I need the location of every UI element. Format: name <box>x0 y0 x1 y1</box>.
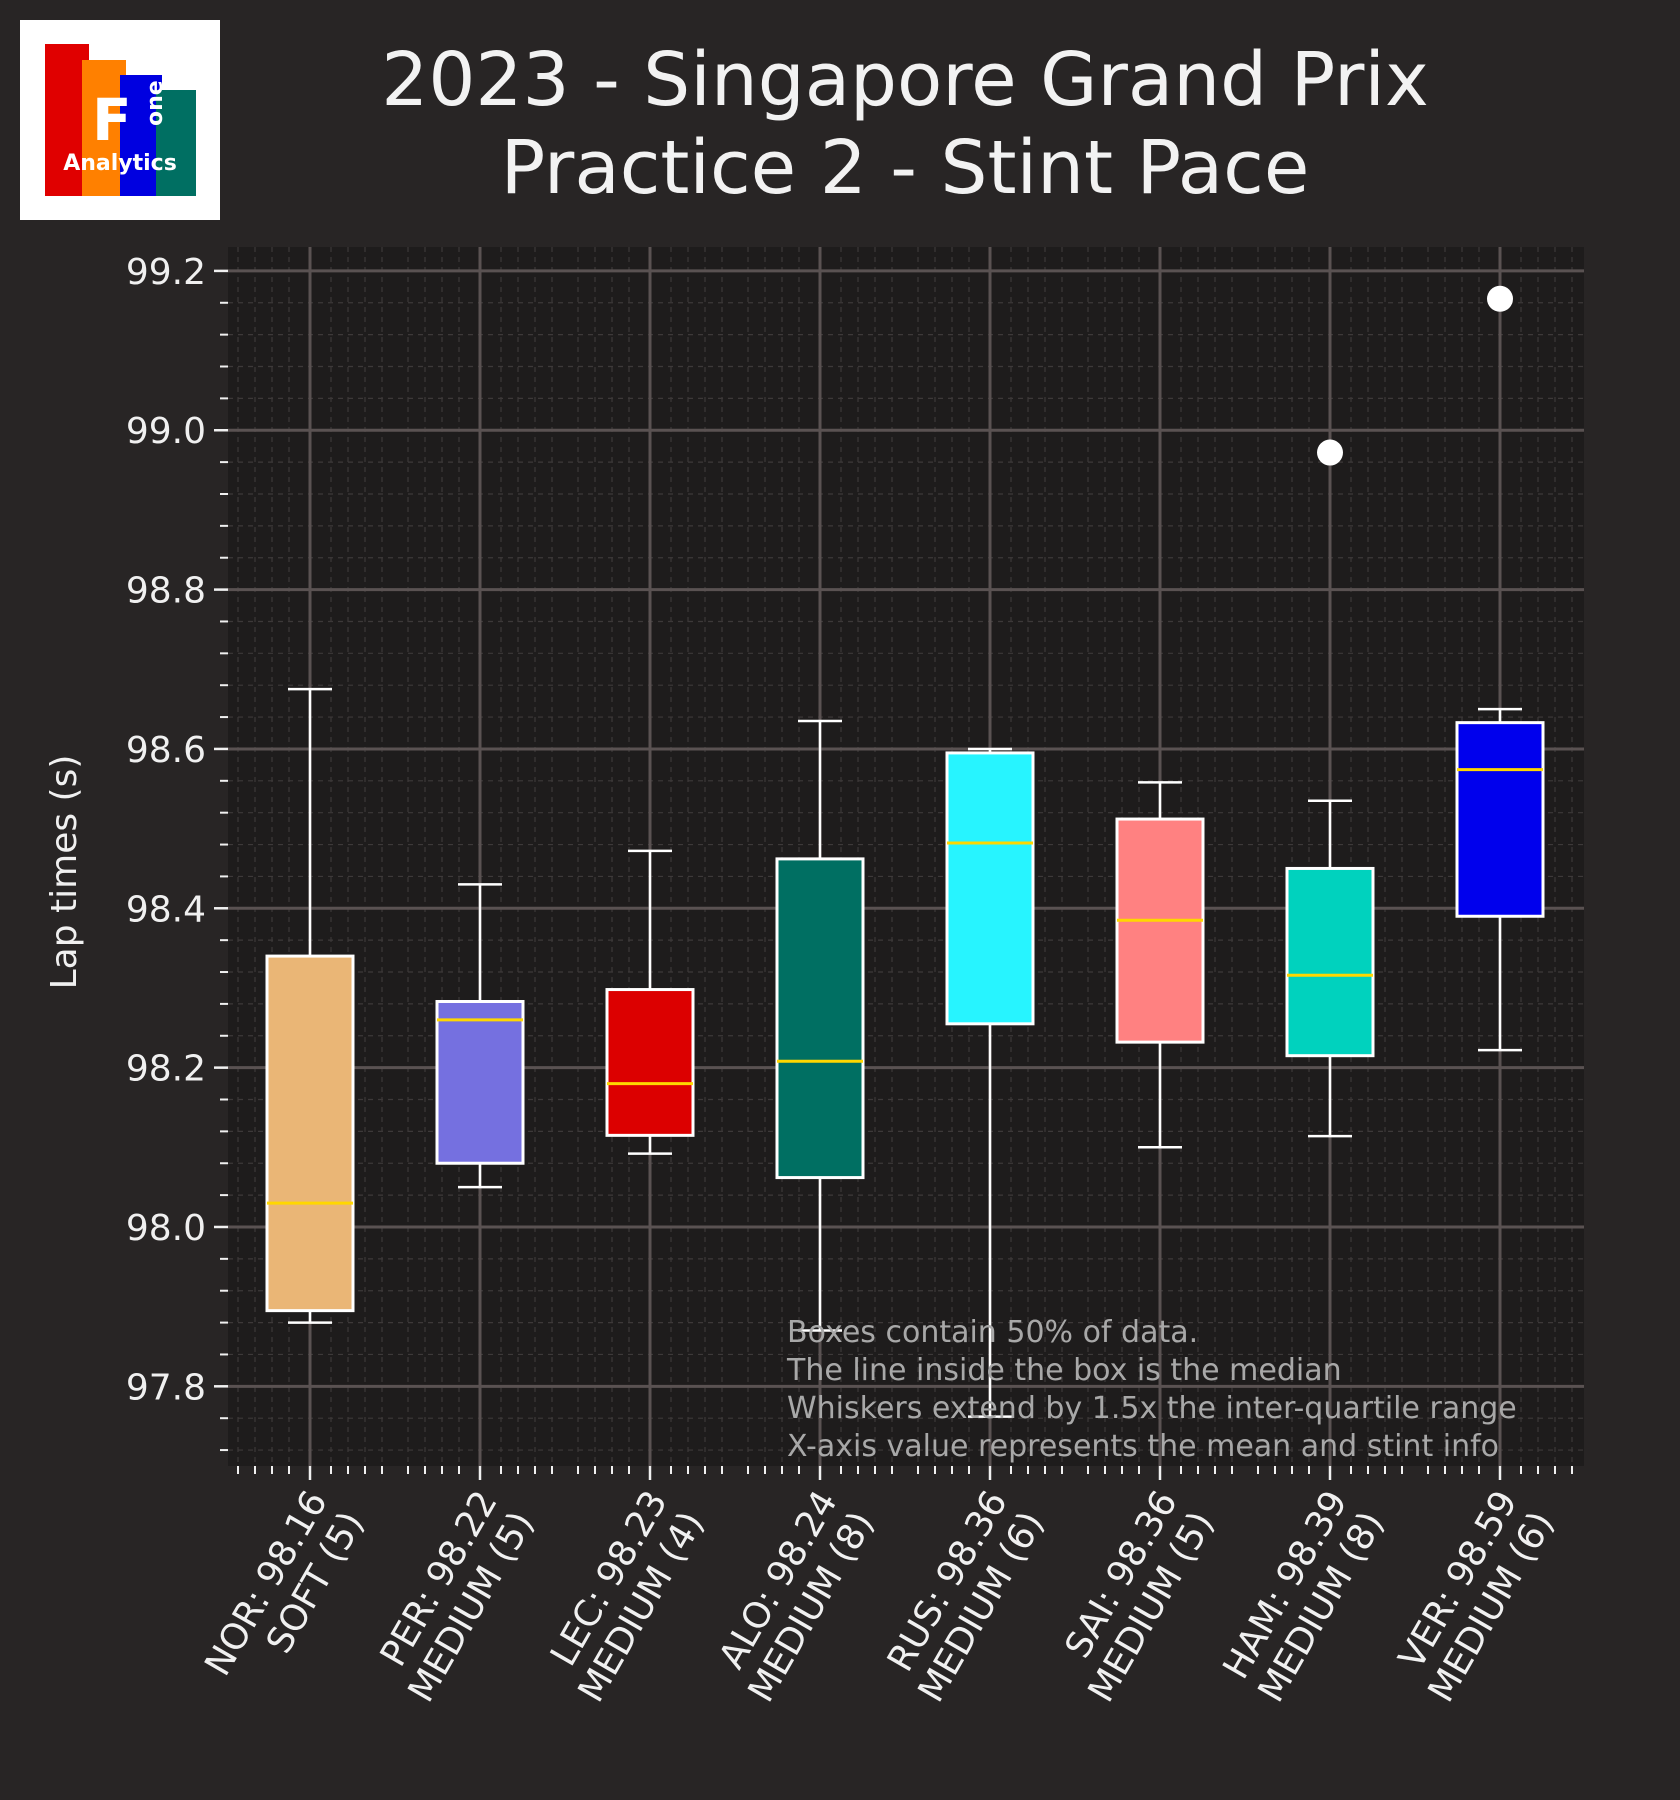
note-line-2: The line inside the box is the median <box>786 1353 1342 1388</box>
box <box>775 857 865 1180</box>
y-tick-label: 98.8 <box>126 571 206 612</box>
box-group <box>775 719 865 1332</box>
logo-brand: Analytics <box>63 151 177 176</box>
note-line-3: Whiskers extend by 1.5x the inter-quarti… <box>787 1391 1517 1426</box>
box <box>605 988 695 1137</box>
logo-word: one <box>143 80 168 126</box>
title-line-2: Practice 2 - Stint Pace <box>500 125 1310 211</box>
box <box>435 1000 525 1165</box>
box-group <box>265 687 355 1324</box>
box-group <box>1455 285 1545 1052</box>
logo-letter: F <box>92 86 132 154</box>
logo-graphic: F one Analytics <box>45 44 196 196</box>
y-tick-label: 99.2 <box>126 252 206 293</box>
title-line-1: 2023 - Singapore Grand Prix <box>381 37 1429 123</box>
outlier-point <box>1317 439 1343 466</box>
major-grid <box>228 247 1584 1466</box>
box <box>945 751 1035 1026</box>
y-tick-label: 98.4 <box>126 889 206 930</box>
box <box>1455 721 1545 918</box>
box-group <box>1115 781 1205 1149</box>
y-tick-label: 98.6 <box>126 730 206 771</box>
box <box>1285 866 1375 1058</box>
box <box>265 954 355 1313</box>
boxes <box>265 285 1545 1418</box>
note-line-1: Boxes contain 50% of data. <box>787 1315 1198 1350</box>
box-group <box>945 747 1035 1418</box>
notes: Boxes contain 50% of data. The line insi… <box>786 1315 1517 1464</box>
y-tick-label: 98.0 <box>126 1208 206 1249</box>
box-group <box>435 883 525 1189</box>
logo: F one Analytics <box>20 20 220 220</box>
y-tick-label: 97.8 <box>126 1367 206 1408</box>
box <box>1115 817 1205 1044</box>
chart-title: 2023 - Singapore Grand Prix Practice 2 -… <box>240 36 1570 212</box>
box-group <box>1285 439 1375 1138</box>
outlier-point <box>1487 285 1513 312</box>
box-group <box>605 849 695 1155</box>
note-line-4: X-axis value represents the mean and sti… <box>787 1429 1499 1464</box>
y-axis-label: Lap times (s) <box>44 755 85 990</box>
y-tick-label: 98.2 <box>126 1049 206 1090</box>
y-axis: 97.8 98.0 98.2 98.4 98.6 98.8 99.0 99.2 <box>126 252 228 1452</box>
plot-area <box>228 247 1584 1466</box>
y-tick-label: 99.0 <box>126 411 206 452</box>
